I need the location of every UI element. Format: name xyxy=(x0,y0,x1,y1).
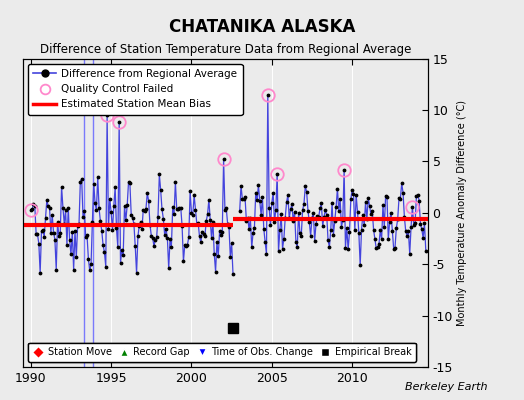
Y-axis label: Monthly Temperature Anomaly Difference (°C): Monthly Temperature Anomaly Difference (… xyxy=(457,100,467,326)
Legend: Station Move, Record Gap, Time of Obs. Change, Empirical Break: Station Move, Record Gap, Time of Obs. C… xyxy=(28,342,416,362)
Text: Berkeley Earth: Berkeley Earth xyxy=(405,382,487,392)
Text: CHATANIKA ALASKA: CHATANIKA ALASKA xyxy=(169,18,355,36)
Title: Difference of Station Temperature Data from Regional Average: Difference of Station Temperature Data f… xyxy=(39,43,411,56)
